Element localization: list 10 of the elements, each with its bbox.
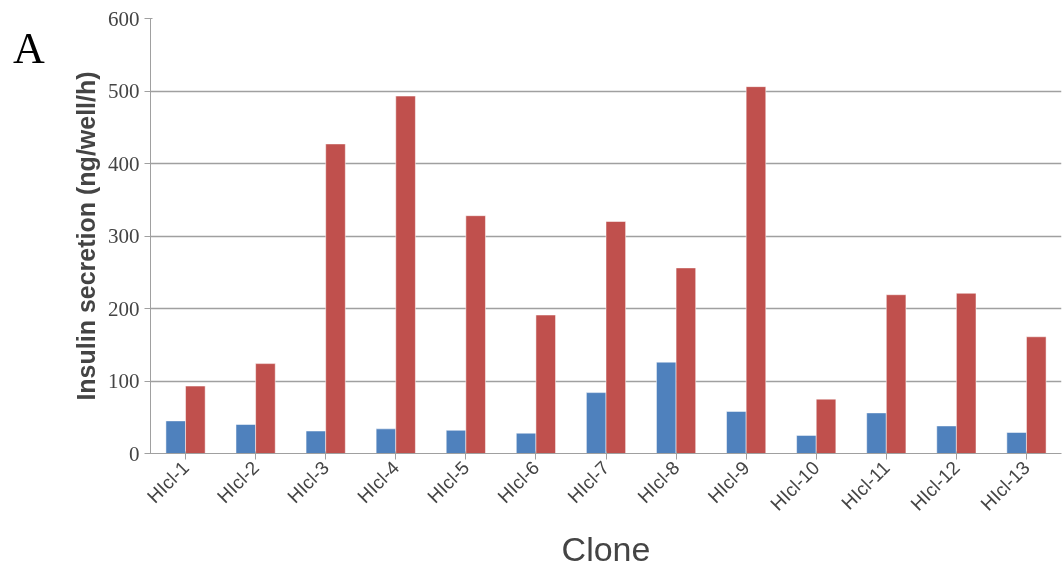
y-tick-label: 300 <box>108 224 140 248</box>
y-tick-label: 100 <box>108 369 140 393</box>
text: A <box>13 23 45 75</box>
y-tick-label: 500 <box>108 79 140 103</box>
x-axis-title: Clone <box>561 529 651 568</box>
y-tick-label: 0 <box>129 441 140 466</box>
y-tick-label: 200 <box>108 296 140 321</box>
y-tick-label: 600 <box>108 6 140 31</box>
y-axis-title: Insulin secretion (ng/well/h) <box>72 71 100 401</box>
y-tick-label: 400 <box>108 151 140 176</box>
